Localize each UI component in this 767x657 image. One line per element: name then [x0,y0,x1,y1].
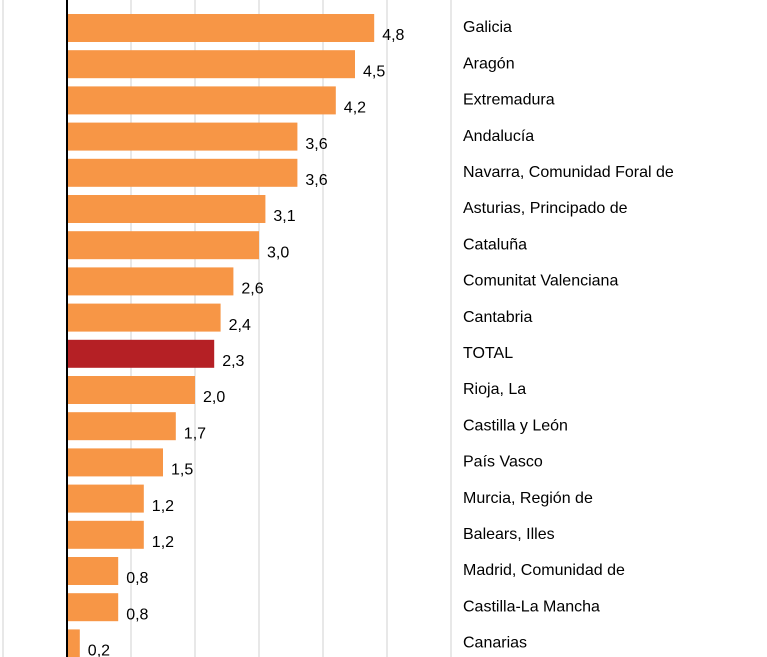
category-label: Balears, Illes [463,526,555,543]
value-label: 1,7 [184,425,206,442]
bar [67,231,259,260]
bar [67,593,119,622]
bar [67,448,163,477]
bar [67,267,234,296]
value-label: 0,8 [126,570,148,587]
bar [67,484,144,513]
category-label: Asturias, Principado de [463,200,628,217]
bar [67,14,375,42]
category-label: Murcia, Región de [463,490,593,507]
value-label: 3,1 [273,208,295,225]
bar [67,303,221,332]
value-label: 1,5 [171,462,193,479]
value-label: 1,2 [152,498,174,515]
bar [67,520,144,549]
value-label: 4,5 [363,63,385,80]
category-label: Rioja, La [463,381,526,398]
value-label: 2,4 [229,317,251,334]
category-label: Madrid, Comunidad de [463,562,625,579]
category-label: Aragón [463,55,515,72]
value-label: 3,6 [305,172,327,189]
value-label: 0,8 [126,606,148,623]
bar [67,86,336,115]
category-label: Cantabria [463,309,532,326]
bar [67,122,298,151]
category-label: Extremadura [463,92,555,109]
bar [67,195,266,223]
category-label: TOTAL [463,345,513,362]
category-label: País Vasco [463,454,543,471]
category-label: Navarra, Comunidad Foral de [463,164,674,181]
value-label: 4,8 [382,27,404,44]
bar [67,376,195,404]
category-label: Canarias [463,635,527,652]
bar [67,158,298,187]
value-label: 0,2 [88,643,110,657]
category-label: Andalucía [463,128,534,145]
bar [67,412,176,441]
value-label: 1,2 [152,534,174,551]
bar [67,50,355,79]
bar [67,339,215,368]
category-label: Castilla y León [463,417,568,434]
category-label: Galicia [463,19,512,36]
value-label: 2,6 [241,281,263,298]
category-label: Castilla-La Mancha [463,598,600,615]
category-label: Cataluña [463,236,527,253]
value-label: 3,6 [305,136,327,153]
value-label: 3,0 [267,244,289,261]
value-label: 2,3 [222,353,244,370]
category-label: Comunitat Valenciana [463,273,618,290]
bar [67,557,119,585]
bar [67,629,80,657]
value-label: 4,2 [344,100,366,117]
value-label: 2,0 [203,389,225,406]
